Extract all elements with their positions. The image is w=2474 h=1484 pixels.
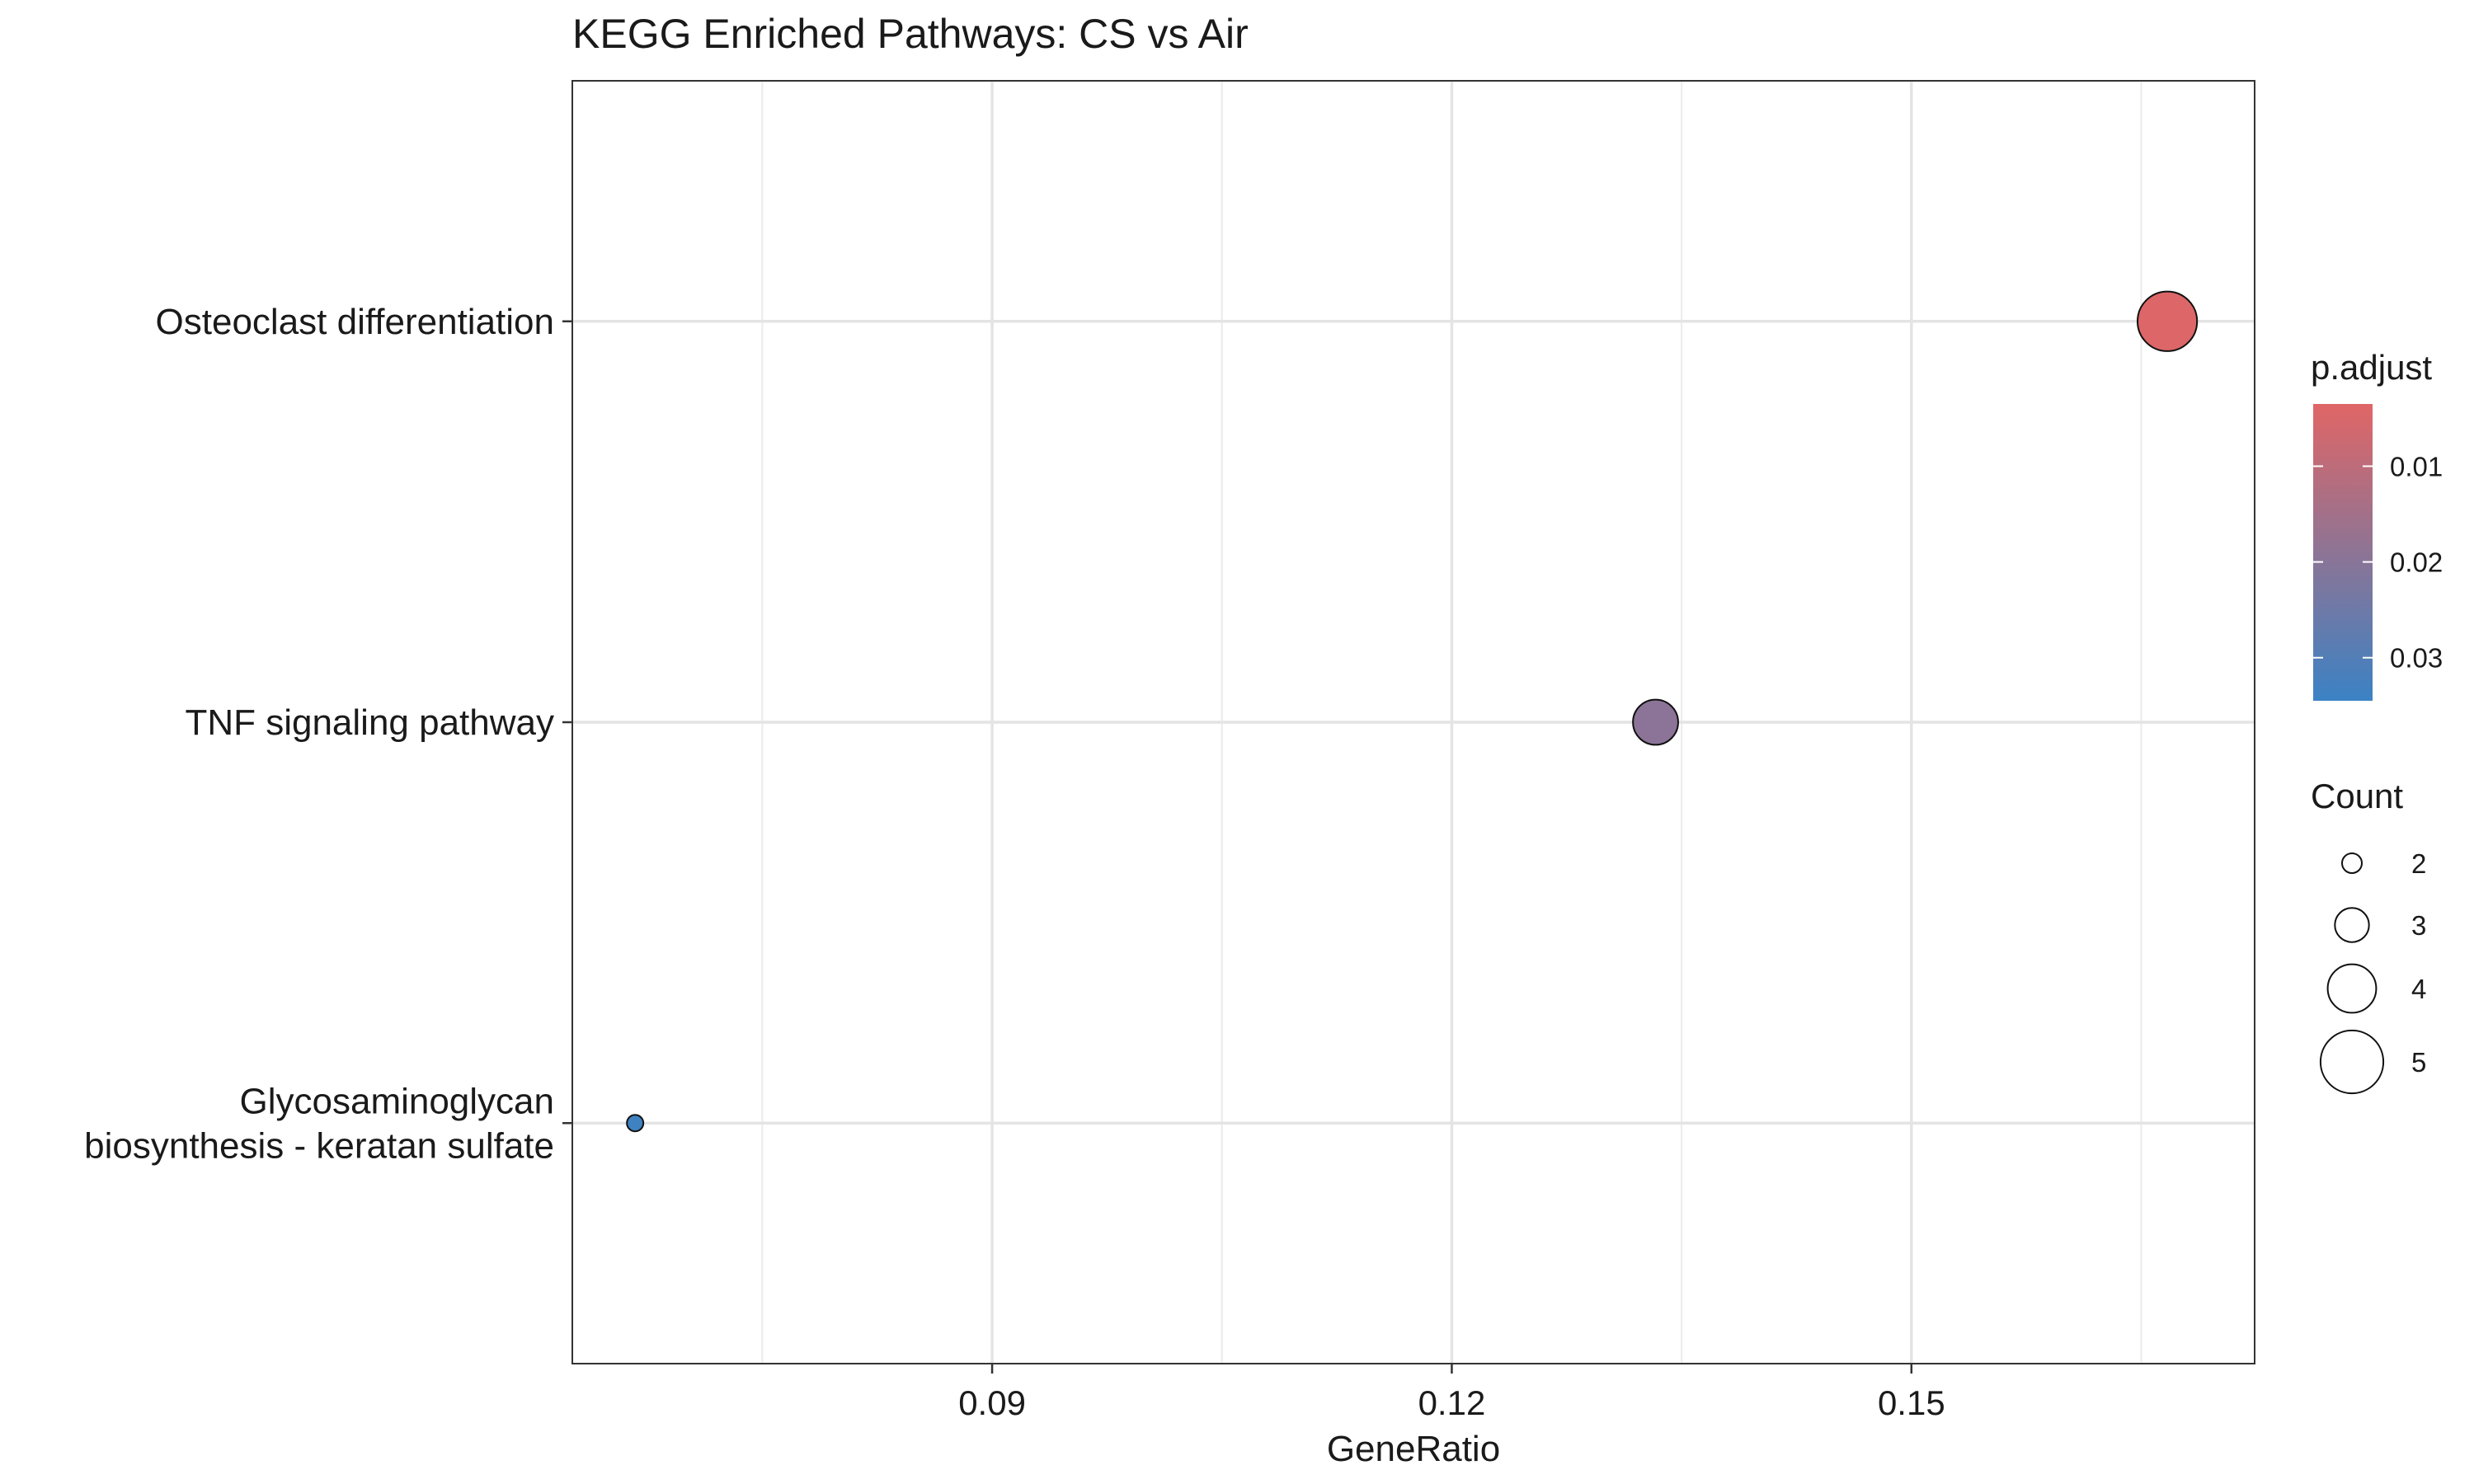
x-axis-title: GeneRatio xyxy=(1327,1429,1500,1469)
color-legend-label: 0.01 xyxy=(2390,451,2443,481)
size-legend-circle xyxy=(2326,963,2378,1014)
size-legend-title: Count xyxy=(2311,777,2403,815)
x-tick-label: 0.09 xyxy=(958,1383,1026,1422)
y-tick-label: Osteoclast differentiation xyxy=(156,302,554,342)
x-tick-label: 0.12 xyxy=(1418,1383,1486,1422)
size-legend-circle xyxy=(2319,1029,2385,1095)
plot-panel xyxy=(571,80,2255,1364)
color-legend-label: 0.03 xyxy=(2390,643,2443,674)
size-legend-label: 3 xyxy=(2411,910,2426,941)
size-legend-entries: 2 3 4 5 xyxy=(2319,848,2426,1095)
color-legend-label: 0.02 xyxy=(2390,547,2443,578)
size-legend: Count 2 3 4 5 xyxy=(2311,777,2426,1095)
data-point xyxy=(2136,290,2199,352)
data-point xyxy=(1632,698,1679,746)
x-tick-label: 0.15 xyxy=(1878,1383,1945,1422)
size-legend-circle xyxy=(2341,852,2363,874)
size-legend-circle xyxy=(2334,907,2370,943)
y-tick-label: Glycosaminoglycan xyxy=(240,1081,555,1121)
x-axis: 0.09 0.12 0.15 xyxy=(958,1364,1945,1422)
size-legend-label: 5 xyxy=(2411,1047,2426,1078)
color-legend-ticks: 0.01 0.02 0.03 xyxy=(2313,451,2443,674)
size-legend-label: 4 xyxy=(2411,974,2426,1004)
y-tick-label: TNF signaling pathway xyxy=(185,702,554,743)
data-points xyxy=(626,290,2199,1133)
y-tick-label: biosynthesis - keratan sulfate xyxy=(84,1125,554,1166)
data-point xyxy=(626,1114,645,1133)
color-legend-title: p.adjust xyxy=(2311,348,2432,387)
size-legend-label: 2 xyxy=(2411,848,2426,879)
y-axis: Osteoclast differentiation TNF signaling … xyxy=(84,302,572,1166)
color-legend-bar xyxy=(2313,404,2373,701)
grid-lines xyxy=(572,81,2255,1364)
chart-title: KEGG Enriched Pathways: CS vs Air xyxy=(572,11,1249,57)
color-legend: p.adjust 0.01 0.02 0.03 xyxy=(2311,348,2443,701)
